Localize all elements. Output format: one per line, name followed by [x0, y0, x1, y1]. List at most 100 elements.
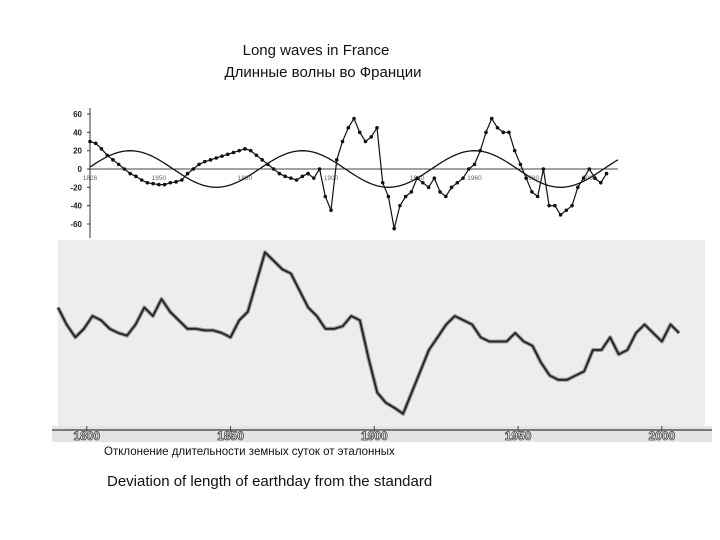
top-data-point — [174, 180, 178, 184]
top-data-point — [225, 152, 230, 157]
top-data-point — [214, 156, 219, 160]
top-data-point — [346, 125, 351, 130]
caption-russian: Отклонение длительности земных суток от … — [104, 446, 395, 458]
top-data-point — [547, 203, 551, 208]
top-data-point — [105, 153, 110, 158]
top-data-point — [392, 226, 396, 231]
top-data-point — [426, 185, 431, 190]
bottom-x-tick-label: 1950 — [505, 429, 532, 443]
top-data-point — [197, 162, 201, 167]
top-data-point — [570, 203, 574, 208]
top-data-point — [283, 174, 287, 179]
top-data-point — [254, 153, 259, 158]
top-data-point — [398, 203, 402, 208]
bottom-x-tick-label: 1850 — [217, 429, 244, 443]
top-data-point — [495, 125, 500, 130]
top-x-tick-label: 1850 — [152, 175, 167, 182]
top-data-point — [380, 180, 385, 185]
top-y-tick-label: -20 — [70, 183, 82, 192]
top-data-point — [266, 162, 270, 167]
top-data-point — [289, 176, 293, 180]
top-data-point — [581, 176, 586, 180]
top-data-point — [357, 130, 362, 135]
top-data-point — [139, 178, 144, 182]
top-data-point — [208, 158, 213, 162]
top-data-point — [300, 174, 305, 179]
top-data-point — [93, 141, 98, 146]
bottom-chart: 1800 1850 1900 1950 2000 — [52, 240, 712, 443]
top-y-tick-label: -40 — [70, 202, 82, 211]
top-data-point — [507, 130, 511, 135]
title-russian: Длинные волны во Франции — [224, 64, 422, 81]
top-data-point — [180, 178, 184, 182]
top-data-point — [88, 139, 92, 144]
top-data-point — [541, 167, 546, 171]
top-data-point — [329, 208, 333, 213]
top-data-point — [352, 116, 356, 121]
top-y-tick-label: 60 — [73, 110, 82, 119]
top-data-point — [461, 176, 465, 180]
top-y-tick-label: 0 — [78, 165, 83, 174]
top-data-point — [157, 182, 161, 187]
top-data-point — [220, 154, 224, 158]
top-data-point — [248, 148, 253, 153]
top-data-point — [243, 147, 247, 151]
top-data-point — [294, 178, 299, 182]
top-data-point — [598, 180, 603, 185]
top-data-point — [553, 203, 557, 208]
top-y-tick-label: 20 — [73, 147, 82, 156]
top-data-point — [576, 185, 580, 190]
top-data-point — [340, 139, 345, 144]
top-data-point — [438, 190, 442, 194]
top-data-point — [604, 171, 609, 176]
top-data-point — [134, 174, 138, 179]
bottom-x-tick-label: 1800 — [73, 429, 100, 443]
title-english: Long waves in France — [242, 42, 390, 59]
top-data-point — [558, 213, 563, 217]
top-x-tick-label: 1900 — [324, 175, 339, 182]
top-data-point — [444, 194, 448, 199]
top-data-point — [162, 182, 167, 187]
top-data-point — [334, 158, 339, 162]
top-data-point — [231, 150, 236, 155]
top-data-point — [455, 180, 460, 185]
top-data-point — [128, 171, 132, 176]
top-data-point — [168, 180, 173, 185]
top-data-point — [369, 135, 374, 139]
top-data-point — [489, 116, 494, 121]
top-data-point — [202, 159, 207, 164]
top-data-point — [271, 167, 276, 171]
top-y-tick-label: 40 — [73, 128, 82, 137]
caption-english: Deviation of length of earthday from the… — [107, 473, 433, 490]
top-data-point — [432, 176, 437, 180]
top-data-point — [524, 176, 528, 180]
top-data-point — [449, 185, 454, 190]
top-data-point — [111, 158, 115, 162]
top-data-point — [363, 139, 368, 144]
top-data-point — [237, 148, 242, 153]
top-data-point — [191, 167, 196, 171]
top-data-point — [478, 148, 483, 153]
top-data-point — [421, 180, 425, 185]
top-chart: 6040200-20-40-60182618501880190019401960… — [70, 108, 619, 238]
top-data-point — [317, 167, 322, 171]
top-data-line — [89, 117, 608, 229]
top-y-tick-label: -60 — [70, 220, 82, 229]
top-data-point — [587, 167, 592, 171]
top-data-point — [518, 162, 523, 167]
top-data-point — [122, 167, 127, 171]
top-data-point — [375, 125, 379, 130]
top-data-point — [409, 190, 414, 194]
top-data-point — [277, 171, 282, 176]
top-x-tick-label: 1960 — [467, 175, 482, 182]
top-sine-wave — [89, 150, 619, 188]
top-data-point — [403, 194, 408, 199]
top-data-point — [484, 130, 488, 135]
top-data-point — [415, 176, 419, 180]
top-data-point — [145, 180, 150, 185]
top-data-point — [260, 158, 264, 162]
top-data-point — [512, 148, 517, 153]
top-data-point — [185, 171, 190, 176]
bottom-data-line — [57, 251, 680, 415]
